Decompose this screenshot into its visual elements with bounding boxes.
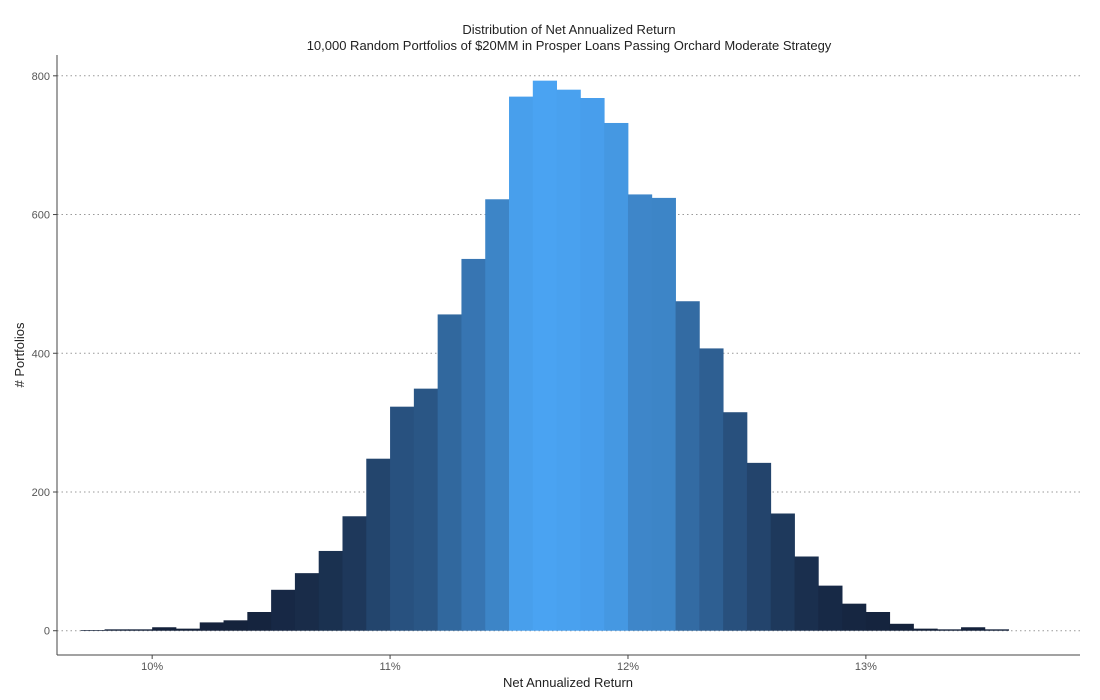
histogram-bar: [80, 630, 105, 631]
histogram-bar: [580, 98, 605, 631]
histogram-bar: [223, 620, 248, 631]
histogram-bar: [842, 603, 867, 631]
histogram-bar: [889, 623, 914, 631]
y-tick-label: 0: [44, 626, 50, 638]
histogram-bar: [532, 80, 558, 631]
histogram-bar: [294, 573, 320, 631]
histogram-bar: [675, 301, 700, 631]
y-tick-label: 800: [32, 71, 50, 83]
histogram-bar: [342, 516, 367, 631]
x-tick-label: 13%: [855, 661, 877, 673]
histogram-bar: [485, 199, 510, 631]
x-tick-label: 12%: [617, 661, 639, 673]
histogram-bar: [318, 550, 343, 631]
histogram-bar: [604, 122, 629, 631]
x-tick-label: 11%: [379, 661, 400, 673]
histogram-bar: [366, 458, 391, 631]
chart-subtitle: 10,000 Random Portfolios of $20MM in Pro…: [307, 38, 832, 53]
histogram-bar: [818, 585, 843, 631]
y-axis-ticks: 0 200 400 600 800: [32, 71, 57, 638]
bars: [80, 80, 1010, 631]
histogram-bar: [794, 556, 819, 631]
x-tick-label: 10%: [141, 661, 163, 673]
histogram-bar: [937, 629, 962, 631]
histogram-bar: [556, 89, 581, 631]
histogram-bar: [175, 628, 201, 631]
histogram-bar: [627, 194, 653, 631]
y-axis-title: # Portfolios: [12, 322, 27, 388]
histogram-bar: [104, 629, 129, 631]
histogram-bar: [961, 627, 986, 631]
x-axis-title: Net Annualized Return: [503, 675, 633, 690]
histogram-bar: [651, 197, 676, 631]
histogram-bar: [152, 627, 177, 631]
histogram-bar: [913, 628, 938, 631]
chart-title: Distribution of Net Annualized Return: [462, 22, 675, 37]
y-tick-label: 600: [32, 210, 50, 222]
y-tick-label: 200: [32, 487, 50, 499]
histogram-bar: [461, 258, 486, 631]
histogram-bar: [984, 629, 1010, 631]
histogram-bar: [699, 348, 724, 631]
histogram-bar: [746, 462, 772, 631]
histogram-bar: [723, 412, 748, 631]
x-axis-ticks: 10% 11% 12% 13%: [141, 655, 877, 673]
histogram-bar: [199, 622, 224, 631]
histogram-bar: [247, 611, 272, 631]
histogram-bar: [390, 406, 415, 631]
histogram-bar: [770, 513, 795, 631]
histogram-bar: [271, 589, 296, 631]
histogram-bar: [413, 388, 439, 631]
histogram-bar: [437, 314, 462, 631]
histogram-bar: [128, 629, 153, 631]
histogram-bar: [509, 96, 534, 631]
y-tick-label: 400: [32, 348, 50, 360]
histogram-bar: [865, 611, 891, 631]
